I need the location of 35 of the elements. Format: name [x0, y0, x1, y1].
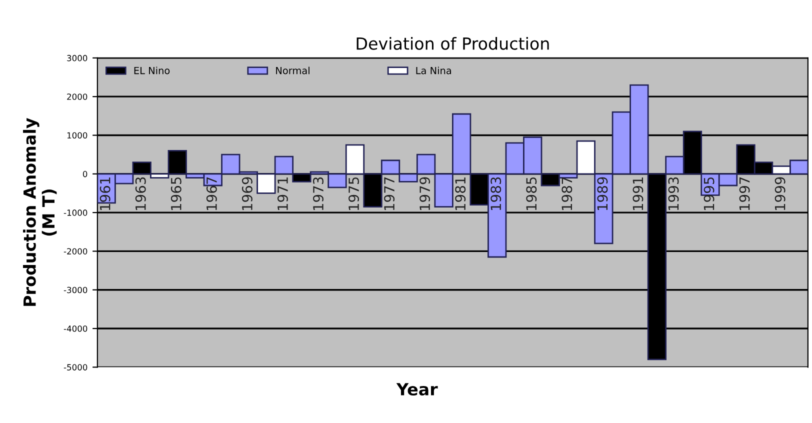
x-tick-label: 1977 [384, 177, 395, 210]
x-tick-label: 1993 [668, 177, 679, 210]
x-tick-label: 1995 [704, 177, 714, 210]
y-tick-label: -2000 [64, 248, 88, 254]
x-tick-label: 1987 [562, 177, 572, 210]
x-tick-label: 1971 [277, 178, 288, 210]
legend-label: Normal [276, 66, 310, 74]
chart-title: Deviation of Production [356, 36, 549, 50]
x-tick-label: 1981 [455, 178, 466, 210]
x-tick-label: 1983 [490, 177, 502, 210]
x-tick-label: 1975 [348, 177, 360, 210]
x-tick-label: 1989 [597, 177, 608, 210]
x-tick-label: 1967 [206, 177, 217, 210]
y-tick-label: -5000 [64, 364, 88, 370]
x-axis-title: Year [396, 383, 438, 396]
x-tick-label: 1999 [774, 177, 786, 210]
x-tick-label: 1985 [526, 177, 537, 210]
y-tick-label: 0 [82, 170, 88, 178]
x-tick-label: 1991 [632, 178, 644, 210]
y-tick-label: 1000 [67, 132, 88, 139]
x-tick-label: 1965 [170, 177, 182, 210]
y-tick-label: 3000 [67, 54, 88, 62]
x-tick-label: 1963 [135, 177, 146, 210]
y-tick-label: -3000 [64, 286, 88, 294]
y-tick-label: -1000 [64, 210, 88, 216]
x-tick-label: 1973 [312, 177, 324, 210]
y-axis-title: Production Anomaly (M T) [23, 118, 57, 306]
y-tick-label: 2000 [67, 94, 88, 100]
y-tick-label: -4000 [64, 325, 88, 332]
legend-label: La Nina [416, 66, 451, 74]
x-tick-label: 1961 [100, 178, 110, 210]
legend-label: EL Nino [134, 66, 170, 74]
x-tick-label: 1979 [420, 177, 430, 210]
x-tick-label: 1997 [739, 177, 750, 210]
x-tick-label: 1969 [242, 177, 252, 210]
